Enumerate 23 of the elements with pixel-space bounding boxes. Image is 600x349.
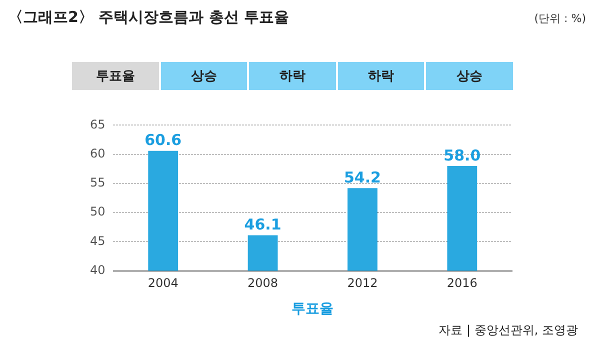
y-tick-label: 55 — [90, 176, 106, 190]
data-label: 54.2 — [344, 168, 381, 186]
text: 하락 — [338, 62, 424, 90]
text: 상승 — [160, 62, 248, 90]
chart-title: 〈그래프2〉 주택시장흐름과 총선 투표율 — [8, 8, 290, 27]
text: (단위 : %) — [534, 11, 586, 26]
text: 하락 — [249, 62, 336, 90]
x-axis-title: 투표율 — [292, 301, 334, 318]
x-tick-label: 2012 — [347, 276, 378, 290]
x-tick-label: 2016 — [446, 276, 478, 290]
y-tick-label: 65 — [90, 117, 106, 132]
data-label: 60.6 — [144, 131, 182, 150]
y-tick-label: 50 — [90, 204, 106, 219]
text: 상승 — [426, 62, 513, 90]
text: 투표율 — [72, 62, 159, 90]
y-tick-label: 60 — [90, 146, 106, 160]
y-tick-label: 45 — [90, 234, 106, 248]
x-tick-label: 2004 — [148, 276, 178, 290]
text: 자료 | 중앙선관위, 조영광 — [438, 322, 578, 339]
data-label: 58.0 — [444, 146, 481, 164]
x-tick-label: 2008 — [248, 276, 278, 290]
y-tick-label: 40 — [90, 262, 106, 277]
data-label: 46.1 — [244, 216, 282, 234]
